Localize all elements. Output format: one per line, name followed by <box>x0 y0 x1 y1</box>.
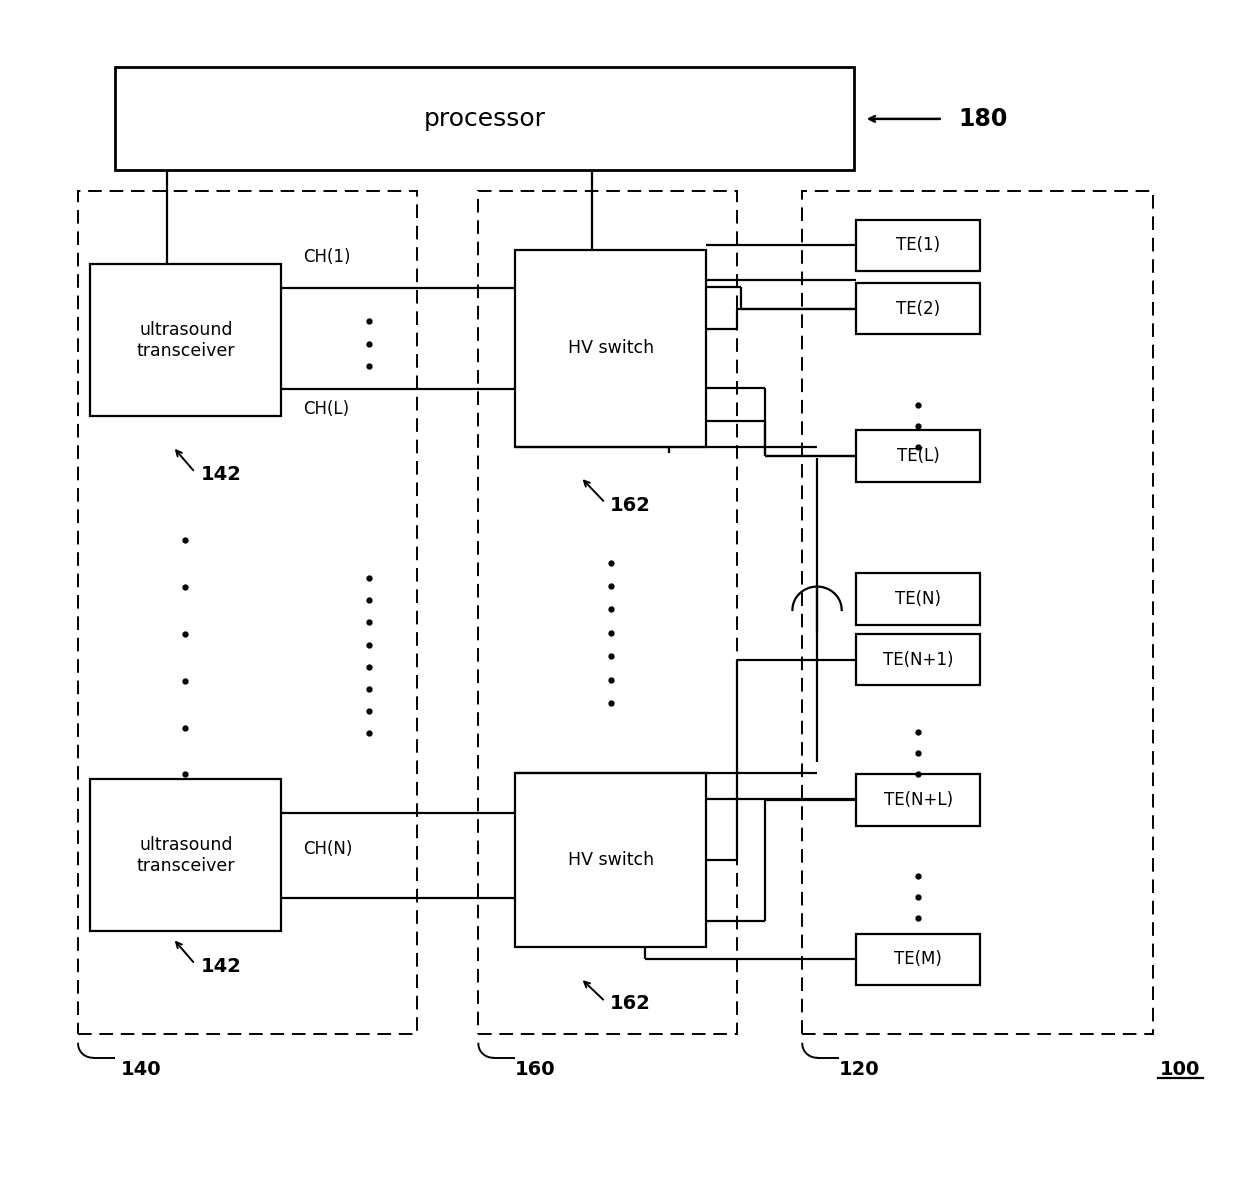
Bar <box>857 430 980 482</box>
Bar <box>91 779 281 931</box>
Text: HV switch: HV switch <box>568 340 653 357</box>
Text: TE(2): TE(2) <box>897 299 940 317</box>
Text: HV switch: HV switch <box>568 851 653 869</box>
Text: 162: 162 <box>610 994 651 1014</box>
Text: CH(N): CH(N) <box>304 841 353 858</box>
Bar <box>78 191 417 1034</box>
Text: 162: 162 <box>610 495 651 515</box>
Text: TE(L): TE(L) <box>897 447 940 465</box>
Text: 142: 142 <box>201 466 242 485</box>
Text: processor: processor <box>424 107 546 131</box>
Text: TE(N+L): TE(N+L) <box>884 791 952 809</box>
Bar <box>516 250 707 447</box>
Bar <box>857 219 980 271</box>
Bar <box>802 191 1153 1034</box>
Bar <box>91 264 281 416</box>
Text: 120: 120 <box>839 1060 880 1079</box>
Text: TE(N+1): TE(N+1) <box>883 651 954 668</box>
Bar <box>115 67 854 171</box>
Text: CH(1): CH(1) <box>304 248 351 266</box>
Bar <box>516 773 707 947</box>
Text: TE(1): TE(1) <box>897 236 940 255</box>
Text: 160: 160 <box>516 1060 556 1079</box>
Text: 100: 100 <box>1161 1060 1200 1079</box>
Text: ultrasound
transceiver: ultrasound transceiver <box>136 836 236 875</box>
Bar <box>857 283 980 335</box>
Bar <box>479 191 737 1034</box>
Text: ultrasound
transceiver: ultrasound transceiver <box>136 321 236 360</box>
Bar <box>857 573 980 625</box>
Text: TE(M): TE(M) <box>894 950 942 968</box>
Text: TE(N): TE(N) <box>895 590 941 608</box>
Bar <box>857 634 980 685</box>
Bar <box>857 775 980 826</box>
Bar <box>857 934 980 986</box>
Text: 142: 142 <box>201 957 242 976</box>
Text: 180: 180 <box>959 107 1008 131</box>
Text: CH(L): CH(L) <box>304 400 350 419</box>
Text: 140: 140 <box>122 1060 161 1079</box>
